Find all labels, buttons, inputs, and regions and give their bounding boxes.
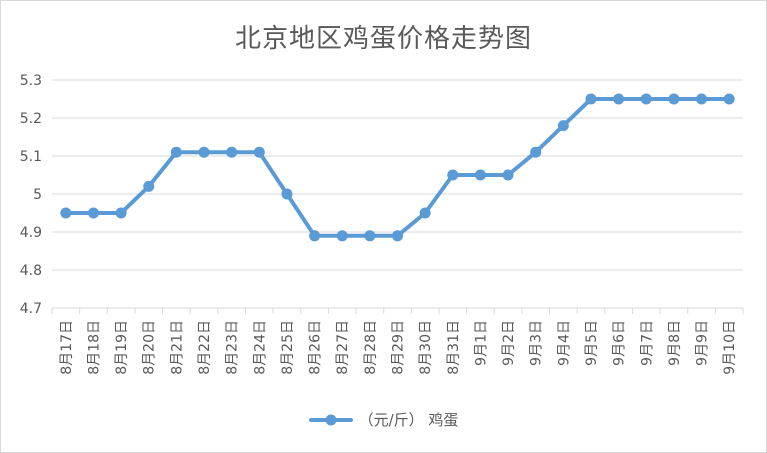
x-tick-label: 8月26日	[308, 320, 324, 375]
x-tick-label: 8月21日	[169, 320, 185, 375]
x-tick-label: 8月19日	[114, 320, 130, 375]
x-tick-label: 9月5日	[584, 320, 600, 366]
x-tick-label: 9月1日	[473, 320, 489, 366]
data-point	[723, 93, 735, 105]
y-tick-label: 5	[33, 187, 42, 203]
data-point	[115, 207, 127, 219]
x-tick-label: 8月30日	[418, 320, 434, 375]
data-point	[170, 146, 182, 158]
y-tick-label: 4.7	[20, 301, 42, 317]
data-point	[364, 230, 376, 242]
data-point	[143, 180, 155, 192]
x-tick-label: 8月25日	[280, 320, 296, 375]
y-tick-label: 4.9	[20, 225, 42, 241]
x-tick-label: 8月23日	[225, 320, 241, 375]
y-tick-label: 5.3	[20, 73, 42, 89]
data-point	[502, 169, 514, 181]
x-tick-label: 8月20日	[142, 320, 158, 375]
data-point	[557, 120, 569, 132]
series-group	[60, 93, 735, 242]
series-line	[63, 97, 732, 238]
data-point	[668, 93, 680, 105]
data-point	[87, 207, 99, 219]
data-point	[474, 169, 486, 181]
x-tick-label: 9月4日	[556, 320, 572, 366]
data-point	[226, 146, 238, 158]
legend[interactable]: （元/斤） 鸡蛋	[0, 409, 767, 432]
x-tick-label: 8月18日	[86, 320, 102, 375]
x-tick-label: 8月24日	[252, 320, 268, 375]
data-point	[530, 146, 542, 158]
data-point	[613, 93, 625, 105]
x-axis-ticks: 8月17日 8月18日 8月19日 8月20日 8月21日 8月22日 8月23日 8月24日…	[51, 308, 744, 375]
x-tick-label: 9月9日	[695, 320, 711, 366]
data-point	[419, 207, 431, 219]
x-tick-label: 9月10日	[722, 320, 738, 375]
data-point	[696, 93, 708, 105]
x-tick-label: 8月27日	[335, 320, 351, 375]
x-tick-label: 8月31日	[446, 320, 462, 375]
data-point	[281, 188, 293, 200]
x-tick-label: 9月3日	[529, 320, 545, 366]
data-point	[585, 93, 597, 105]
x-tick-label: 8月22日	[197, 320, 213, 375]
y-tick-label: 5.2	[20, 111, 42, 127]
x-tick-label: 8月29日	[391, 320, 407, 375]
data-point	[336, 230, 348, 242]
x-tick-label: 9月2日	[501, 320, 517, 366]
legend-label: （元/斤） 鸡蛋	[358, 411, 459, 429]
data-point	[60, 207, 72, 219]
data-point	[309, 230, 321, 242]
x-tick-label: 9月6日	[612, 320, 628, 366]
data-point	[447, 169, 459, 181]
x-tick-label: 9月8日	[667, 320, 683, 366]
y-tick-label: 5.1	[20, 149, 42, 165]
x-tick-label: 9月7日	[639, 320, 655, 366]
data-point	[640, 93, 652, 105]
y-axis-ticks: 4.7 4.8 4.9 5 5.1 5.2 5.3	[20, 73, 42, 317]
data-point	[392, 230, 403, 242]
legend-swatch	[308, 414, 353, 425]
gridlines	[52, 79, 743, 309]
y-tick-label: 4.8	[20, 263, 42, 279]
x-tick-label: 8月28日	[363, 320, 379, 375]
data-point	[253, 146, 265, 158]
x-tick-label: 8月17日	[59, 320, 75, 375]
chart-title: 北京地区鸡蛋价格走势图	[234, 24, 532, 54]
data-point	[198, 146, 210, 158]
